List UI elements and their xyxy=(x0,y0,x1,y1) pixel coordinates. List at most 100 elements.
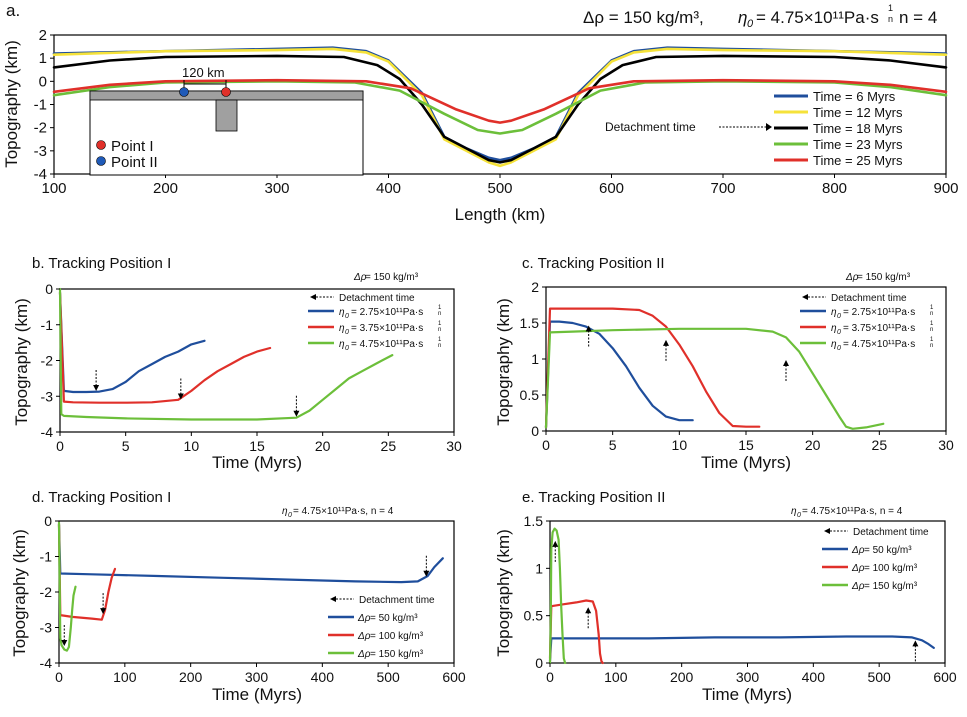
inset-legend-point-i: Point I xyxy=(111,138,154,155)
c-legend-eta-sub-1: 0 xyxy=(837,313,841,320)
c-detachment-arrow-head-3 xyxy=(783,360,789,366)
e-detachment-arrow-head-2 xyxy=(585,607,592,614)
d-series-line-3 xyxy=(57,521,77,652)
panel-d: d. Tracking Position I η 0 = 4.75×10¹¹Pa… xyxy=(10,489,466,704)
d-y-tick-label: -1 xyxy=(40,549,53,565)
panel-d-y-ticks: 0 -1 -2 -3 -4 xyxy=(40,513,59,671)
panel-c-subtitle-symbol: Δρ xyxy=(845,272,859,283)
d-x-tick-label: 600 xyxy=(442,669,466,685)
a-y-tick-label: 0 xyxy=(39,73,47,90)
panel-a-y-label: Topography (km) xyxy=(2,40,21,168)
c-detachment-arrow-head-2 xyxy=(663,339,669,346)
b-legend-eta-3: η xyxy=(339,339,345,350)
c-detachment-arrow-head-1 xyxy=(585,325,592,332)
e-x-tick-label: 200 xyxy=(670,669,694,685)
c-y-tick-label: 0 xyxy=(531,423,539,439)
panel-c-x-label: Time (Myrs) xyxy=(701,453,791,472)
b-series-line-3 xyxy=(58,287,394,421)
c-y-tick-label: 1.5 xyxy=(520,315,540,331)
panel-a-title-exp-num: 1 xyxy=(888,3,893,13)
a-series-line-5 xyxy=(52,78,948,124)
e-x-tick-label: 600 xyxy=(933,669,957,685)
panel-b-x-label: Time (Myrs) xyxy=(212,453,302,472)
panel-b-series xyxy=(58,287,394,421)
e-x-tick-label: 0 xyxy=(546,669,554,685)
b-y-tick-label: -4 xyxy=(41,424,54,440)
d-y-tick-label: -2 xyxy=(40,584,53,600)
c-legend-label-2: = 3.75×10¹¹Pa·s xyxy=(843,323,915,334)
e-detachment-arrow-head-3 xyxy=(552,540,559,547)
a-y-tick-label: -3 xyxy=(34,143,47,160)
e-legend-detach-head xyxy=(824,528,830,534)
e-y-tick-label: 1 xyxy=(535,560,543,576)
c-x-tick-label: 30 xyxy=(938,437,954,453)
e-x-tick-label: 400 xyxy=(802,669,826,685)
a-x-tick-label: 600 xyxy=(599,180,624,197)
panel-b-x-ticks: 0 5 10 15 20 25 30 xyxy=(56,432,462,454)
c-x-tick-label: 20 xyxy=(805,437,821,453)
b-detachment-arrow-head-2 xyxy=(177,393,184,400)
c-legend-exp-num-1: 1 xyxy=(930,305,934,311)
panel-d-series xyxy=(57,521,444,652)
a-legend-label-4: Time = 23 Myrs xyxy=(813,137,903,152)
d-legend-label-3: = 150 kg/m³ xyxy=(370,649,424,660)
a-x-tick-label: 900 xyxy=(933,180,958,197)
panel-b-subtitle-value: = 150 kg/m³ xyxy=(365,272,419,283)
panel-a-title-eta-sub: 0 xyxy=(747,18,754,30)
c-series-line-3 xyxy=(544,327,885,430)
d-x-tick-label: 200 xyxy=(179,669,203,685)
panel-c-title: c. Tracking Position II xyxy=(522,255,665,272)
e-y-tick-label: 0 xyxy=(535,655,543,671)
d-x-tick-label: 400 xyxy=(311,669,335,685)
d-detachment-arrow-head-1 xyxy=(423,570,430,577)
inset-slab xyxy=(215,99,238,132)
c-series-line-1 xyxy=(544,320,694,429)
b-legend-eta-sub-3: 0 xyxy=(345,345,349,352)
panel-b-subtitle-symbol: Δρ xyxy=(353,272,367,283)
b-legend-exp-den-2: n xyxy=(438,327,441,333)
e-legend-label-1: = 50 kg/m³ xyxy=(864,545,912,556)
panel-c-y-label: Topography (km) xyxy=(494,298,513,426)
panel-d-y-label: Topography (km) xyxy=(10,529,29,657)
b-y-tick-label: -2 xyxy=(41,353,54,369)
a-x-tick-label: 200 xyxy=(153,180,178,197)
a-y-tick-label: 1 xyxy=(39,50,47,67)
e-y-tick-label: 0.5 xyxy=(524,608,544,624)
panel-c-subtitle-value: = 150 kg/m³ xyxy=(857,272,911,283)
d-detachment-arrow-head-3 xyxy=(61,640,68,647)
c-y-tick-label: 0.5 xyxy=(520,387,540,403)
b-detachment-arrow-head-1 xyxy=(93,384,100,391)
inset-legend-point-i-marker xyxy=(96,140,106,150)
panel-e-detachment-arrows xyxy=(552,540,919,662)
c-legend-exp-den-2: n xyxy=(930,327,933,333)
c-x-tick-label: 5 xyxy=(609,437,617,453)
panel-e-y-label: Topography (km) xyxy=(494,529,513,657)
b-legend-exp-num-3: 1 xyxy=(438,337,442,343)
b-series-line-1 xyxy=(58,291,206,394)
panel-e-title: e. Tracking Position II xyxy=(522,489,665,506)
c-x-tick-label: 25 xyxy=(872,437,888,453)
d-x-tick-label: 100 xyxy=(113,669,137,685)
b-legend-label-1: = 2.75×10¹¹Pa·s xyxy=(351,307,423,318)
panel-e-subtitle-eta: η xyxy=(791,506,797,517)
c-legend-eta-3: η xyxy=(831,339,837,350)
e-legend-drho-1: Δρ xyxy=(851,545,865,556)
panel-a-label: a. xyxy=(6,1,20,20)
d-detachment-arrow-head-2 xyxy=(100,608,107,615)
inset-legend-point-ii-marker xyxy=(96,156,106,166)
c-x-tick-label: 15 xyxy=(738,437,754,453)
b-x-tick-label: 0 xyxy=(56,438,64,454)
panel-b-title: b. Tracking Position I xyxy=(32,255,171,272)
a-x-tick-label: 500 xyxy=(487,180,512,197)
c-legend-exp-num-3: 1 xyxy=(930,337,934,343)
panel-d-title: d. Tracking Position I xyxy=(32,489,171,506)
b-legend-eta-1: η xyxy=(339,307,345,318)
panel-a-title: Δρ = 150 kg/m³, η 0 = 4.75×10¹¹Pa·s 1 n … xyxy=(583,3,937,30)
a-x-tick-label: 700 xyxy=(710,180,735,197)
b-legend-detach-label: Detachment time xyxy=(339,293,415,304)
panel-e-subtitle-eta-sub: 0 xyxy=(797,512,801,519)
a-legend-label-2: Time = 12 Myrs xyxy=(813,105,903,120)
b-x-tick-label: 20 xyxy=(315,438,331,454)
